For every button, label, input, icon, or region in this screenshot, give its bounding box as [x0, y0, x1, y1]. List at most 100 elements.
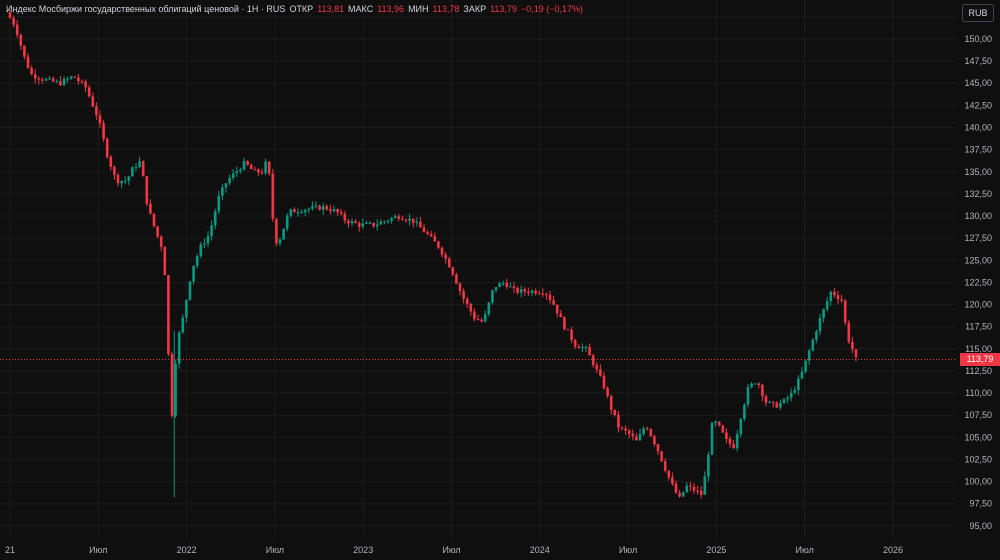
- candle-body: [509, 286, 512, 288]
- candle-body: [87, 87, 91, 97]
- candle-body: [743, 404, 746, 419]
- candle-body: [257, 169, 260, 173]
- time-axis[interactable]: 21 Июл 2022 Июл 2023 Июл 2024 Июл 2025 Июл 2026: [5, 545, 903, 555]
- candle-body: [120, 180, 123, 184]
- candle-body: [779, 403, 782, 408]
- candle-body: [480, 319, 483, 322]
- candle-body: [692, 486, 696, 491]
- x-tick-label: 2022: [177, 545, 197, 555]
- y-tick-label: 107,50: [964, 410, 992, 420]
- candle-body: [109, 157, 113, 167]
- candle-body: [721, 425, 725, 433]
- candle-body: [602, 375, 606, 389]
- candle-body: [527, 291, 530, 294]
- candle-body: [62, 78, 66, 85]
- candle-body: [584, 347, 588, 349]
- candle-body: [750, 383, 753, 387]
- candle-body: [699, 490, 703, 495]
- candle-body: [573, 340, 577, 347]
- candle-body: [653, 436, 656, 445]
- candle-body: [19, 34, 23, 46]
- candle-body: [113, 166, 116, 175]
- candle-body: [818, 318, 822, 332]
- candle-body: [95, 106, 98, 116]
- candle-body: [98, 115, 102, 124]
- candle-body: [145, 176, 149, 204]
- candle-body: [102, 123, 105, 139]
- candle-body: [548, 294, 552, 301]
- candle-body: [707, 454, 710, 477]
- candle-body: [660, 451, 663, 462]
- candle-body: [822, 309, 825, 319]
- candle-body: [386, 220, 390, 222]
- candle-body: [415, 221, 419, 223]
- candle-body: [127, 176, 131, 181]
- candle-body: [732, 443, 735, 449]
- candle-body: [217, 195, 221, 212]
- candle-body: [519, 289, 523, 293]
- candle-body: [37, 78, 41, 80]
- candle-body: [674, 483, 678, 493]
- candle-body: [51, 78, 55, 82]
- candle-body: [678, 492, 681, 497]
- candle-body: [195, 256, 199, 266]
- candle-body: [811, 339, 815, 351]
- candle-body: [494, 287, 498, 291]
- candle-body: [440, 247, 444, 255]
- candle-body: [303, 209, 307, 213]
- candle-body: [552, 300, 555, 305]
- y-tick-label: 97,50: [969, 499, 992, 509]
- candle-body: [728, 438, 732, 444]
- candle-body: [512, 286, 516, 288]
- candle-body: [717, 421, 721, 426]
- candle-body: [555, 304, 559, 314]
- candle-body: [437, 241, 440, 248]
- candle-body: [613, 409, 617, 416]
- legend-title: Индекс Мосбиржи государственных облигаци…: [6, 4, 286, 14]
- candle-body: [390, 218, 393, 221]
- candle-body: [15, 24, 19, 35]
- candle-body: [285, 215, 289, 229]
- candle-body: [397, 216, 401, 219]
- y-tick-label: 110,00: [965, 388, 992, 398]
- candle-body: [275, 218, 278, 244]
- candle-body: [570, 329, 573, 341]
- candle-body: [764, 396, 768, 403]
- candle-body: [199, 244, 203, 257]
- candle-body: [8, 12, 12, 18]
- candle-body: [41, 79, 44, 81]
- candle-body: [408, 218, 411, 221]
- y-tick-label: 132,50: [964, 189, 992, 199]
- candle-body: [505, 282, 509, 287]
- candle-body: [347, 220, 350, 224]
- candle-body: [426, 232, 429, 235]
- candle-body: [379, 221, 383, 225]
- candle-body: [361, 223, 365, 227]
- candle-body: [473, 311, 476, 320]
- candle-body: [429, 234, 433, 237]
- candle-body: [771, 401, 775, 404]
- candle-body: [433, 236, 437, 242]
- price-axis[interactable]: 95,00 97,50 100,00 102,50 105,00 107,50 110,00…: [955, 0, 1000, 560]
- candle-body: [541, 293, 545, 295]
- candle-body: [264, 161, 267, 174]
- candle-body: [804, 360, 807, 372]
- legend-low-label: МИН: [408, 4, 429, 14]
- candle-body: [761, 384, 764, 397]
- candle-body: [782, 399, 786, 404]
- candle-body: [606, 388, 609, 397]
- candle-body: [595, 365, 599, 370]
- candle-body: [843, 300, 847, 323]
- candle-body: [591, 355, 595, 366]
- candle-body: [318, 205, 321, 210]
- candle-body: [689, 485, 692, 487]
- candle-body: [793, 390, 797, 393]
- legend-high-value: 113,96: [377, 4, 405, 14]
- candle-body: [368, 222, 372, 224]
- candle-body: [530, 290, 534, 294]
- currency-button[interactable]: RUB: [962, 4, 994, 22]
- candle-body: [487, 302, 491, 315]
- candle-body: [462, 291, 465, 299]
- candle-body: [242, 161, 246, 170]
